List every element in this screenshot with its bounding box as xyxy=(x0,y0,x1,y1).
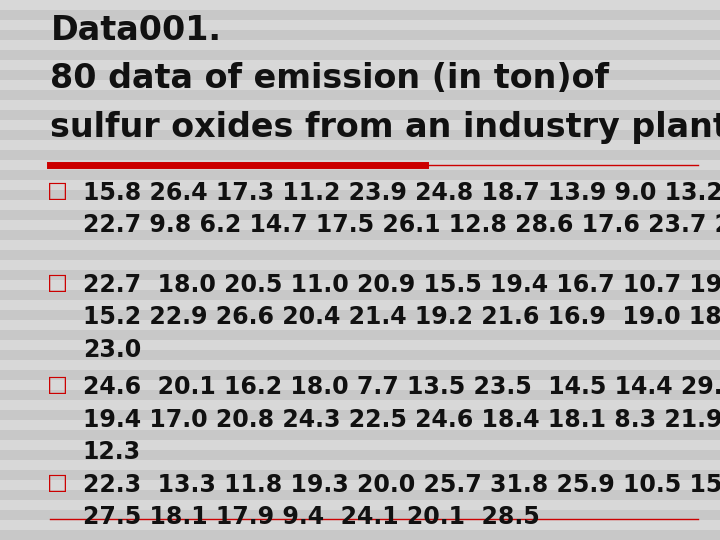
Text: 15.8 26.4 17.3 11.2 23.9 24.8 18.7 13.9 9.0 13.2
22.7 9.8 6.2 14.7 17.5 26.1 12.: 15.8 26.4 17.3 11.2 23.9 24.8 18.7 13.9 … xyxy=(83,181,720,238)
Text: □: □ xyxy=(47,472,68,492)
Text: 24.6  20.1 16.2 18.0 7.7 13.5 23.5  14.5 14.4 29.6
19.4 17.0 20.8 24.3 22.5 24.6: 24.6 20.1 16.2 18.0 7.7 13.5 23.5 14.5 1… xyxy=(83,375,720,464)
Text: □: □ xyxy=(47,181,68,201)
Text: □: □ xyxy=(47,273,68,293)
Text: □: □ xyxy=(47,375,68,395)
Text: Data001.: Data001. xyxy=(50,14,222,46)
Text: sulfur oxides from an industry plant: sulfur oxides from an industry plant xyxy=(50,111,720,144)
Text: 22.7  18.0 20.5 11.0 20.9 15.5 19.4 16.7 10.7 19.1
15.2 22.9 26.6 20.4 21.4 19.2: 22.7 18.0 20.5 11.0 20.9 15.5 19.4 16.7 … xyxy=(83,273,720,362)
Text: 80 data of emission (in ton)of: 80 data of emission (in ton)of xyxy=(50,62,609,95)
Text: 22.3  13.3 11.8 19.3 20.0 25.7 31.8 25.9 10.5 15.9
27.5 18.1 17.9 9.4  24.1 20.1: 22.3 13.3 11.8 19.3 20.0 25.7 31.8 25.9 … xyxy=(83,472,720,529)
